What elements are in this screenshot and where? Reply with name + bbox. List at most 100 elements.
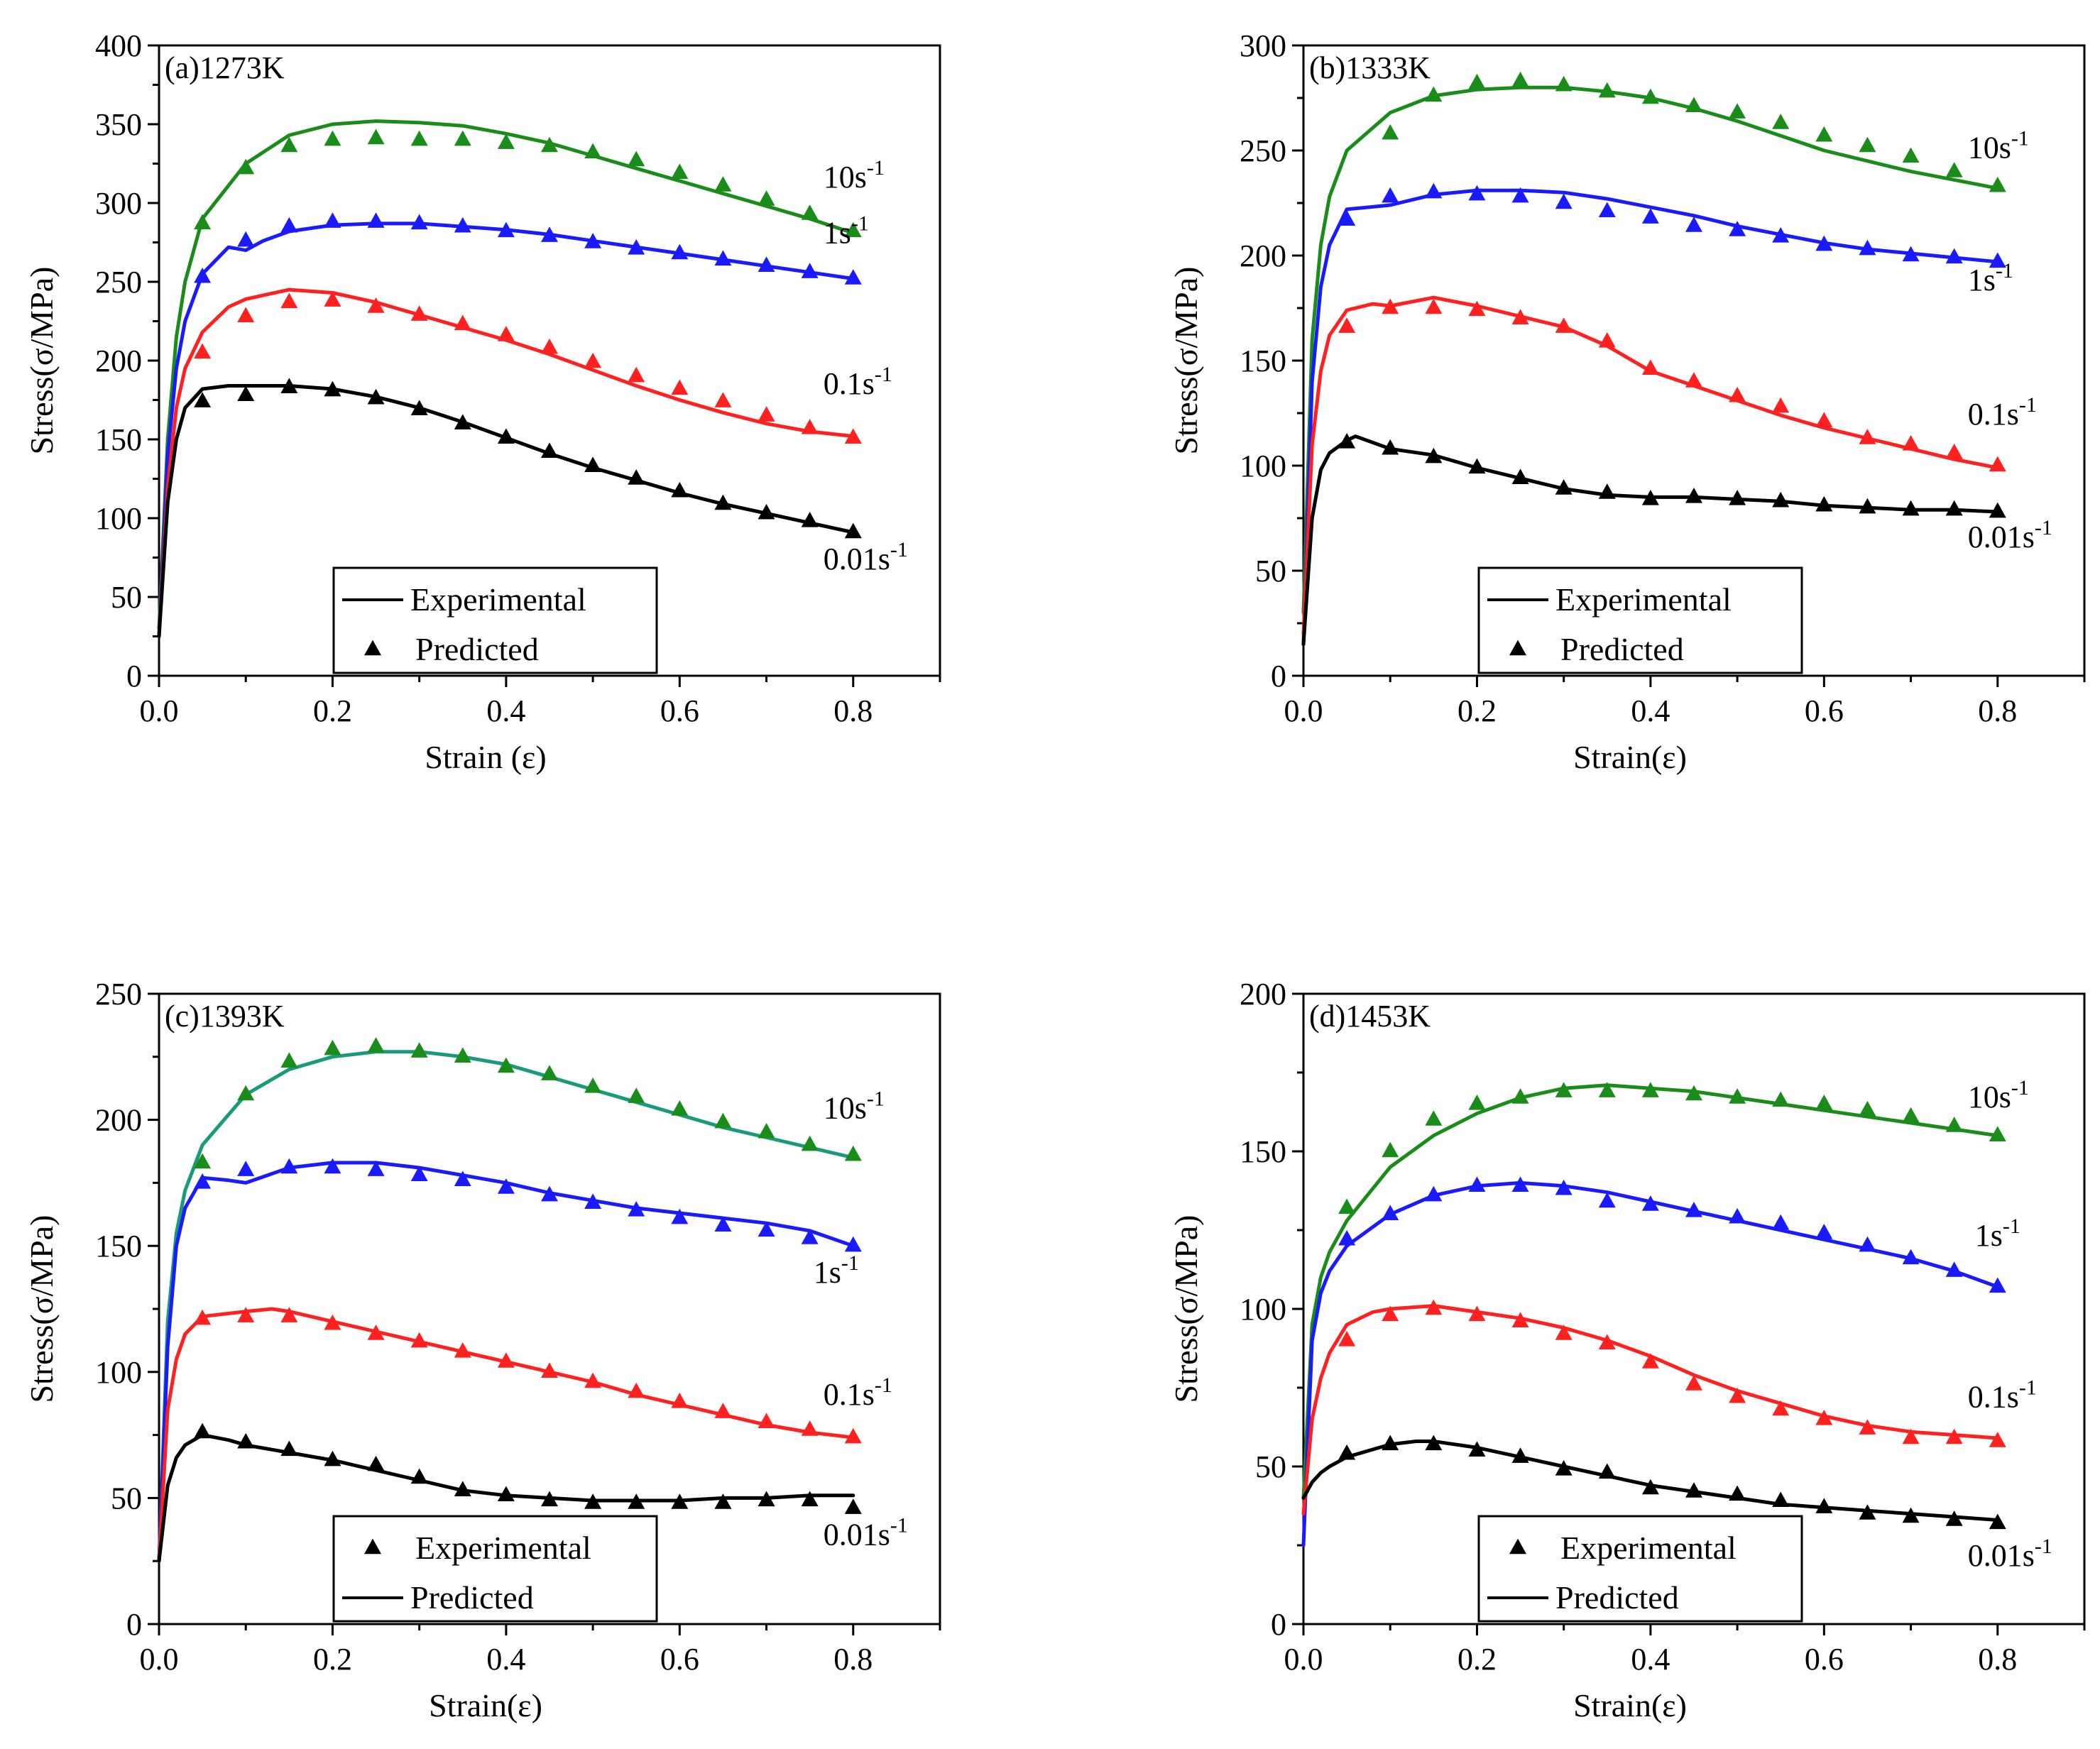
panel-3: 0.0 0.2 0.4 0.6 0.8 0 50 100 150 200 250 Strain(ε) S… bbox=[23, 977, 941, 1723]
data-point-triangle bbox=[410, 305, 428, 321]
data-point-triangle bbox=[801, 1491, 819, 1507]
data-point-triangle bbox=[1468, 185, 1486, 201]
rate-label-0.1s1: 0.1s-1 bbox=[1968, 393, 2037, 432]
data-point-triangle bbox=[1382, 1141, 1399, 1158]
x-tick-label: 0.4 bbox=[1631, 1642, 1670, 1677]
data-point-triangle bbox=[1338, 1229, 1356, 1246]
panel-title: (d)1453K bbox=[1309, 999, 1431, 1034]
data-point-triangle bbox=[1859, 1100, 1876, 1117]
rate-label-0.01s1: 0.01s-1 bbox=[1968, 1535, 2052, 1573]
x-axis-label: Strain(ε) bbox=[429, 1687, 542, 1723]
data-point-triangle bbox=[671, 1493, 689, 1509]
y-tick-label: 200 bbox=[1240, 977, 1286, 1011]
y-tick-label: 150 bbox=[1240, 344, 1286, 378]
data-point-triangle bbox=[541, 1065, 558, 1080]
data-point-triangle bbox=[280, 216, 298, 233]
data-point-triangle bbox=[454, 314, 471, 331]
data-point-triangle bbox=[280, 378, 298, 393]
data-point-triangle bbox=[280, 136, 298, 153]
data-point-triangle bbox=[1468, 73, 1486, 89]
y-tick-label: 100 bbox=[95, 1355, 142, 1390]
series-line bbox=[1301, 85, 2000, 615]
data-point-triangle bbox=[801, 512, 819, 527]
data-point-triangle bbox=[1729, 1088, 1746, 1104]
data-point-triangle bbox=[237, 231, 255, 247]
data-point-triangle bbox=[194, 1173, 212, 1189]
data-point-triangle bbox=[367, 1455, 385, 1471]
data-point-triangle bbox=[410, 1166, 428, 1181]
data-point-triangle bbox=[497, 326, 515, 341]
data-point-triangle bbox=[1685, 216, 1702, 232]
legend-triangle-swatch bbox=[364, 1538, 381, 1555]
data-point-triangle bbox=[758, 1122, 775, 1139]
x-tick-label: 0.2 bbox=[1458, 693, 1497, 728]
data-point-triangle bbox=[541, 136, 558, 153]
legend-entry-label: Experimental bbox=[1555, 581, 1732, 618]
data-point-triangle bbox=[1338, 210, 1356, 226]
data-point-triangle bbox=[237, 158, 255, 175]
legend-triangle-swatch bbox=[364, 640, 381, 656]
rate-label-0.1s1: 0.1s-1 bbox=[824, 363, 892, 401]
data-point-triangle bbox=[1945, 1261, 1963, 1277]
data-point-triangle bbox=[497, 133, 515, 149]
data-point-triangle bbox=[367, 1037, 385, 1053]
series-line bbox=[157, 221, 855, 638]
data-point-triangle bbox=[194, 267, 212, 283]
data-point-triangle bbox=[1989, 1277, 2006, 1293]
data-point-triangle bbox=[1382, 1205, 1399, 1221]
data-point-triangle bbox=[671, 379, 689, 395]
x-tick-label: 0.6 bbox=[660, 1642, 699, 1677]
data-point-triangle bbox=[237, 1307, 255, 1322]
x-tick-label: 0.8 bbox=[1978, 693, 2017, 728]
y-tick-label: 0 bbox=[1271, 659, 1286, 693]
y-tick-label: 0 bbox=[126, 659, 142, 693]
data-point-triangle bbox=[237, 385, 255, 402]
data-point-triangle bbox=[584, 1372, 602, 1388]
data-point-triangle bbox=[714, 176, 732, 192]
data-point-triangle bbox=[1945, 1117, 1963, 1132]
series-1s1: 1s-1 bbox=[1301, 1176, 2020, 1547]
data-point-triangle bbox=[194, 392, 212, 407]
data-point-triangle bbox=[1685, 488, 1702, 503]
data-point-triangle bbox=[1598, 331, 1616, 348]
x-tick-label: 0.4 bbox=[486, 693, 525, 728]
x-tick-label: 0.0 bbox=[140, 1642, 179, 1677]
data-point-triangle bbox=[1685, 1201, 1702, 1217]
data-point-triangle bbox=[541, 226, 558, 242]
data-point-triangle bbox=[1772, 1214, 1790, 1230]
data-point-triangle bbox=[410, 214, 428, 230]
data-point-triangle bbox=[671, 1208, 689, 1224]
data-point-triangle bbox=[1815, 1095, 1833, 1110]
data-point-triangle bbox=[1859, 239, 1876, 256]
data-point-triangle bbox=[1902, 1249, 1920, 1265]
legend-box bbox=[1477, 566, 1803, 674]
data-point-triangle bbox=[1511, 1176, 1529, 1192]
y-tick-label: 250 bbox=[95, 977, 142, 1011]
data-point-triangle bbox=[1902, 435, 1920, 451]
data-point-triangle bbox=[454, 414, 471, 430]
data-point-triangle bbox=[584, 1078, 602, 1093]
series-1s1: 1s-1 bbox=[1301, 182, 2013, 647]
data-point-triangle bbox=[1511, 1088, 1529, 1104]
data-point-triangle bbox=[1729, 386, 1746, 402]
legend: Experimental Predicted bbox=[332, 566, 658, 674]
data-point-triangle bbox=[1468, 300, 1486, 317]
data-point-triangle bbox=[1989, 252, 2006, 268]
data-point-triangle bbox=[1511, 1312, 1529, 1327]
data-point-triangle bbox=[844, 522, 862, 539]
series-10s1: 10s-1 bbox=[157, 1037, 885, 1563]
data-point-triangle bbox=[1555, 1082, 1573, 1097]
x-tick-label: 0.2 bbox=[313, 693, 352, 728]
rate-label-1s1: 1s-1 bbox=[1975, 1215, 2020, 1253]
y-tick-label: 300 bbox=[95, 186, 142, 221]
legend-entry-label: Predicted bbox=[410, 1579, 534, 1616]
data-point-triangle bbox=[584, 1193, 602, 1210]
data-point-triangle bbox=[1859, 429, 1876, 444]
data-point-triangle bbox=[1685, 372, 1702, 388]
legend: Experimental Predicted bbox=[1477, 1515, 1803, 1623]
data-point-triangle bbox=[671, 481, 689, 498]
data-point-triangle bbox=[1902, 246, 1920, 262]
y-tick-label: 150 bbox=[95, 422, 142, 457]
data-point-triangle bbox=[541, 1185, 558, 1202]
x-tick-label: 0.2 bbox=[313, 1642, 352, 1677]
